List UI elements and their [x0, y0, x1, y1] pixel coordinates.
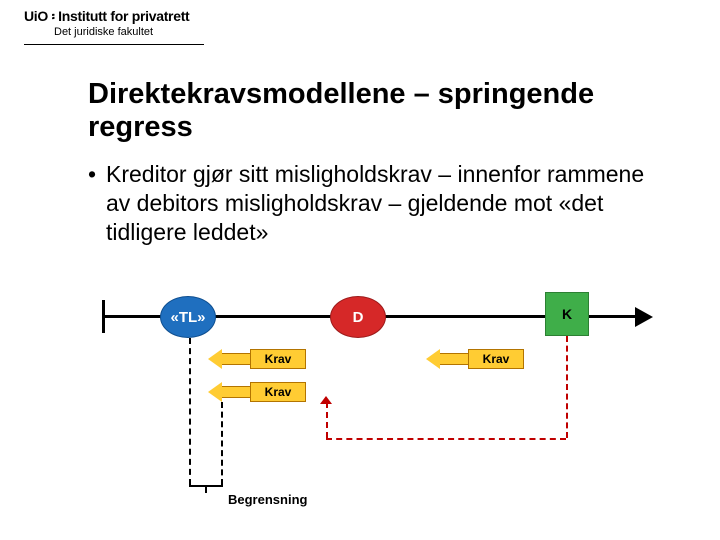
begrensning-left-vline — [189, 338, 191, 485]
begrensning-stem — [205, 485, 207, 493]
krav2-arrow-tip — [426, 349, 440, 369]
node-k-label: K — [562, 306, 572, 322]
krav3-box: Krav — [250, 382, 306, 402]
krav3-label: Krav — [265, 385, 292, 399]
krav1-box: Krav — [250, 349, 306, 369]
node-d-label: D — [353, 309, 364, 326]
krav2-label: Krav — [483, 352, 510, 366]
node-d: D — [330, 296, 386, 338]
krav3-arrow-shaft — [222, 386, 250, 398]
axis-arrowhead — [635, 307, 653, 327]
axis-left-cap — [102, 300, 105, 333]
node-tl: «TL» — [160, 296, 216, 338]
diagram: «TL» D K Krav Krav Krav Begrensning — [0, 0, 720, 540]
red-path-arrowhead — [320, 396, 332, 404]
node-tl-label: «TL» — [170, 309, 205, 326]
krav3-arrow-tip — [208, 382, 222, 402]
krav1-label: Krav — [265, 352, 292, 366]
krav2-arrow-shaft — [440, 353, 468, 365]
node-k: K — [545, 292, 589, 336]
krav1-arrow-shaft — [222, 353, 250, 365]
red-path-seg2 — [326, 438, 566, 440]
red-path-seg3 — [326, 402, 328, 438]
red-path-seg1 — [566, 336, 568, 438]
krav2-box: Krav — [468, 349, 524, 369]
begrensning-label: Begrensning — [228, 492, 307, 507]
begrensning-right-vline — [221, 402, 223, 485]
krav1-arrow-tip — [208, 349, 222, 369]
